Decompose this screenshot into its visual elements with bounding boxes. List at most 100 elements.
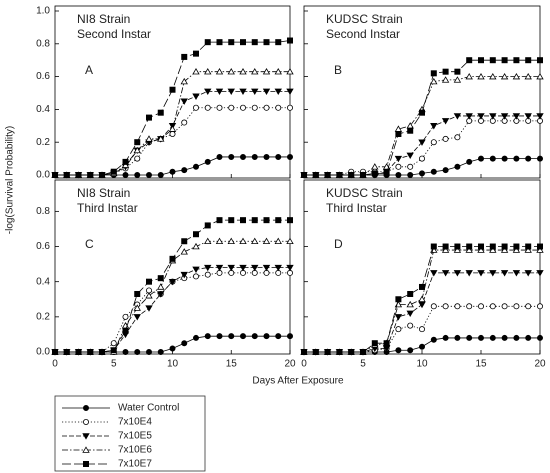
marker [442,303,449,310]
marker [262,237,271,244]
marker [145,348,152,355]
marker [216,217,223,224]
marker [251,237,259,244]
marker [466,243,473,250]
marker [524,113,532,120]
marker [227,264,235,272]
marker [134,139,141,146]
marker [489,270,497,277]
marker [500,246,509,253]
marker [500,113,509,120]
marker [83,404,90,411]
marker [489,303,496,310]
marker [371,163,379,170]
marker [477,57,484,64]
marker [157,135,165,142]
marker [251,153,258,160]
y-tick-label: 0.2 [36,311,50,322]
marker [454,303,461,310]
marker [145,135,153,142]
marker [204,68,212,75]
panel-subtitle: Third Instar [77,201,138,215]
marker [489,113,497,120]
marker [110,168,117,175]
marker [536,270,544,277]
marker [145,114,152,121]
marker [83,460,90,467]
marker [169,345,176,352]
marker [133,146,141,154]
marker [348,171,355,178]
marker [501,155,508,162]
marker [501,57,508,64]
marker [442,68,449,75]
marker [180,271,188,279]
marker [500,270,509,277]
marker [430,123,438,130]
marker [418,109,425,116]
marker [122,158,129,165]
marker [336,348,343,355]
legend-label: 7x10E4 [118,417,152,428]
marker [536,246,544,253]
y-tick-label: 1.0 [36,6,50,17]
marker [204,271,211,278]
marker [263,39,270,46]
marker [275,104,282,111]
marker [430,168,437,175]
marker [122,348,129,355]
marker [251,217,258,224]
marker [157,171,164,178]
marker [442,135,449,142]
marker [251,264,259,272]
marker [87,348,94,355]
marker [407,347,414,354]
marker [263,333,270,340]
marker [215,88,224,96]
marker [395,163,402,170]
marker [87,171,94,178]
marker [395,130,402,137]
series-line [55,107,290,176]
marker [192,163,199,170]
marker [477,243,484,250]
marker [204,88,212,96]
marker [215,237,224,244]
marker [110,340,117,347]
marker [204,158,211,165]
marker [524,72,532,80]
marker [228,333,235,340]
marker [215,264,224,272]
marker [262,68,271,75]
marker [75,171,82,178]
marker [454,68,461,75]
marker [525,57,532,64]
marker [275,333,282,340]
marker [286,153,293,160]
marker [394,314,403,321]
marker [454,163,461,170]
marker [286,37,293,44]
panel-title: KUDSC Strain [326,186,403,200]
legend-label: 7x10E5 [118,431,152,442]
marker [524,270,532,277]
marker [466,158,473,165]
marker [181,340,188,347]
marker [489,155,496,162]
marker [121,161,130,168]
marker [192,93,200,100]
marker [312,348,319,355]
marker [430,77,438,85]
marker [336,171,343,178]
marker [180,248,188,255]
marker [359,348,366,355]
marker [537,303,544,310]
marker [169,255,176,262]
panel-subtitle: Second Instar [326,27,400,41]
marker [324,348,331,355]
marker [418,301,426,309]
marker [216,104,223,111]
marker [216,39,223,46]
marker [122,313,129,320]
marker [441,76,450,83]
